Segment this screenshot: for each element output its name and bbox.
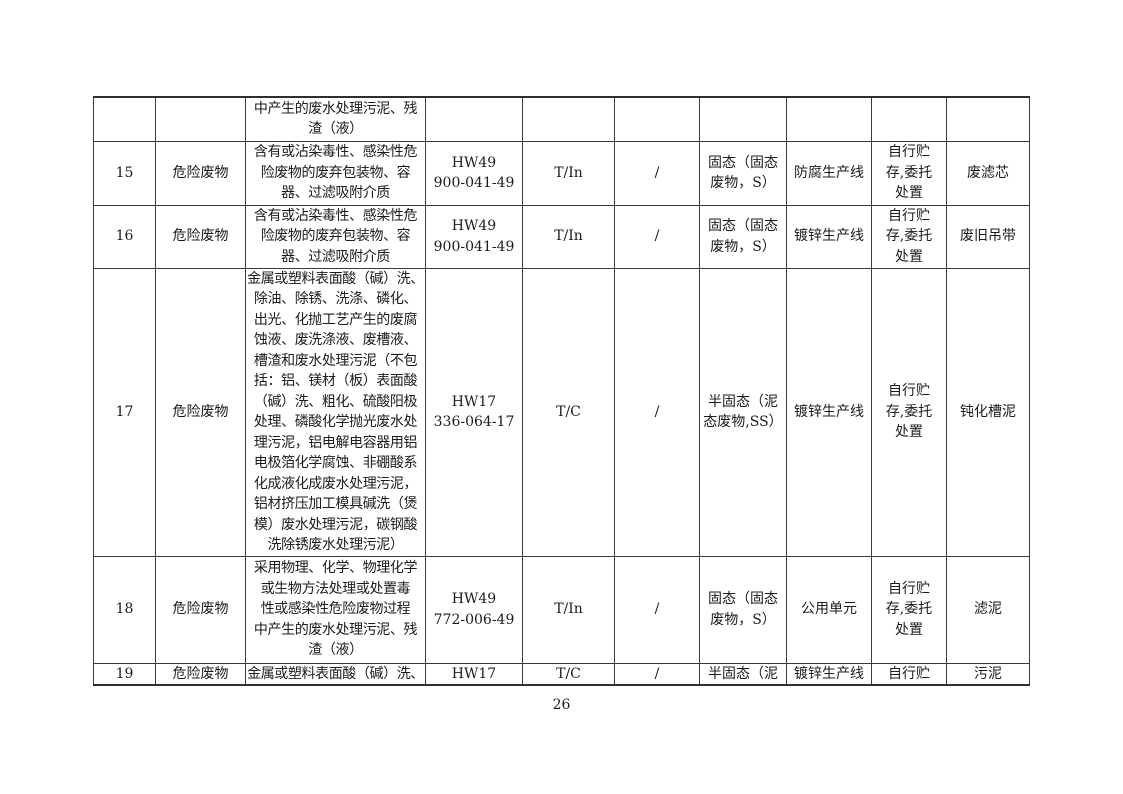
cell-serial-number: 17 bbox=[93, 267, 156, 557]
table-row: 19 危险废物 金属或塑料表面酸（碱）洗、 HW17 T/C / 半固态（泥 镀锌生产线 自行贮… bbox=[93, 662, 1030, 686]
table-row: 中产生的废水处理污泥、残 渣（液） bbox=[93, 96, 1030, 142]
cell-source-unit: 防腐生产线 bbox=[786, 140, 872, 206]
cell-waste-category bbox=[155, 96, 246, 142]
cell-waste-code: HW17 336-064-17 bbox=[425, 267, 523, 557]
cell-waste-name: 钝化槽泥 bbox=[946, 267, 1030, 557]
cell-serial-number: 19 bbox=[93, 662, 156, 686]
hazardous-waste-table: 中产生的废水处理污泥、残 渣（液） 15 危险废物 含有或沾染毒性、感染性危 险废物的… bbox=[93, 96, 1030, 686]
cell-waste-category: 危险废物 bbox=[155, 662, 246, 686]
table-row: 16 危险废物 含有或沾染毒性、感染性危 险废物的废弃包装物、容 器、过滤吸附介质 H… bbox=[93, 204, 1030, 269]
cell-waste-name: 污泥 bbox=[946, 662, 1030, 686]
cell-disposal-method: 自行贮 存,委托 处置 bbox=[871, 204, 947, 269]
cell-waste-name: 废旧吊带 bbox=[946, 204, 1030, 269]
cell-physical-state: 固态（固态 废物，S） bbox=[699, 204, 787, 269]
cell-disposal-method: 自行贮 存,委托 处置 bbox=[871, 267, 947, 557]
cell-slash: / bbox=[614, 662, 700, 686]
cell-waste-name: 废滤芯 bbox=[946, 140, 1030, 206]
page-number: 26 bbox=[552, 697, 571, 713]
table-row: 18 危险废物 采用物理、化学、物理化学 或生物方法处理或处置毒 性或感染性危险废物… bbox=[93, 555, 1030, 664]
cell-waste-code: HW17 bbox=[425, 662, 523, 686]
cell-waste-category: 危险废物 bbox=[155, 140, 246, 206]
cell-physical-state: 半固态（泥 bbox=[699, 662, 787, 686]
cell-waste-description: 金属或塑料表面酸（碱）洗、 bbox=[245, 662, 426, 686]
cell-slash: / bbox=[614, 204, 700, 269]
cell-disposal-method: 自行贮 存,委托 处置 bbox=[871, 140, 947, 206]
cell-slash: / bbox=[614, 140, 700, 206]
cell-physical-state: 固态（固态 废物，S） bbox=[699, 140, 787, 206]
cell-serial-number: 15 bbox=[93, 140, 156, 206]
cell-serial-number: 18 bbox=[93, 555, 156, 664]
cell-waste-category: 危险废物 bbox=[155, 267, 246, 557]
cell-physical-state bbox=[699, 96, 787, 142]
cell-hazard-mark: T/C bbox=[522, 267, 615, 557]
cell-source-unit: 镀锌生产线 bbox=[786, 204, 872, 269]
cell-disposal-method bbox=[871, 96, 947, 142]
cell-waste-code: HW49 772-006-49 bbox=[425, 555, 523, 664]
cell-source-unit: 镀锌生产线 bbox=[786, 267, 872, 557]
cell-hazard-mark: T/C bbox=[522, 662, 615, 686]
cell-hazard-mark bbox=[522, 96, 615, 142]
cell-physical-state: 半固态（泥 态废物,SS） bbox=[699, 267, 787, 557]
cell-waste-description: 含有或沾染毒性、感染性危 险废物的废弃包装物、容 器、过滤吸附介质 bbox=[245, 204, 426, 269]
cell-source-unit bbox=[786, 96, 872, 142]
cell-disposal-method: 自行贮 bbox=[871, 662, 947, 686]
cell-serial-number bbox=[93, 96, 156, 142]
cell-hazard-mark: T/In bbox=[522, 555, 615, 664]
cell-waste-description: 采用物理、化学、物理化学 或生物方法处理或处置毒 性或感染性危险废物过程 中产生… bbox=[245, 555, 426, 664]
cell-hazard-mark: T/In bbox=[522, 204, 615, 269]
cell-slash bbox=[614, 96, 700, 142]
cell-source-unit: 公用单元 bbox=[786, 555, 872, 664]
cell-waste-code bbox=[425, 96, 523, 142]
cell-waste-description: 含有或沾染毒性、感染性危 险废物的废弃包装物、容 器、过滤吸附介质 bbox=[245, 140, 426, 206]
cell-physical-state: 固态（固态 废物，S） bbox=[699, 555, 787, 664]
cell-hazard-mark: T/In bbox=[522, 140, 615, 206]
cell-waste-code: HW49 900-041-49 bbox=[425, 140, 523, 206]
table-row: 17 危险废物 金属或塑料表面酸（碱）洗、 除油、除锈、洗涤、磷化、 出光、化抛工艺… bbox=[93, 267, 1030, 557]
cell-waste-description: 中产生的废水处理污泥、残 渣（液） bbox=[245, 96, 426, 142]
table-row: 15 危险废物 含有或沾染毒性、感染性危 险废物的废弃包装物、容 器、过滤吸附介质 H… bbox=[93, 140, 1030, 206]
cell-waste-name: 滤泥 bbox=[946, 555, 1030, 664]
cell-slash: / bbox=[614, 555, 700, 664]
cell-slash: / bbox=[614, 267, 700, 557]
cell-waste-description: 金属或塑料表面酸（碱）洗、 除油、除锈、洗涤、磷化、 出光、化抛工艺产生的废腐 … bbox=[245, 267, 426, 557]
cell-waste-code: HW49 900-041-49 bbox=[425, 204, 523, 269]
cell-source-unit: 镀锌生产线 bbox=[786, 662, 872, 686]
cell-waste-category: 危险废物 bbox=[155, 555, 246, 664]
cell-waste-category: 危险废物 bbox=[155, 204, 246, 269]
cell-serial-number: 16 bbox=[93, 204, 156, 269]
cell-disposal-method: 自行贮 存,委托 处置 bbox=[871, 555, 947, 664]
cell-waste-name bbox=[946, 96, 1030, 142]
